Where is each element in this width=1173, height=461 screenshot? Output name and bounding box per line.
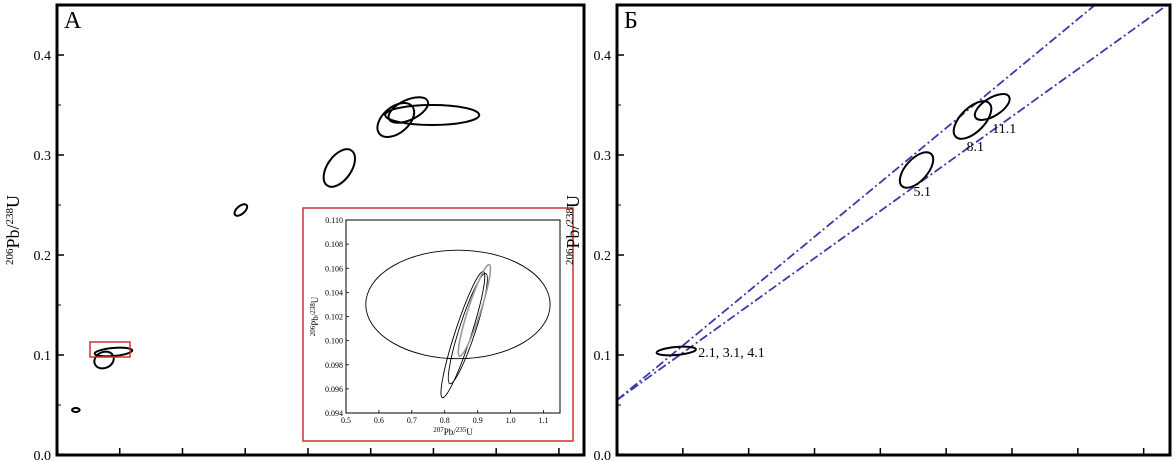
plot-frame	[55, 3, 586, 457]
error-ellipse	[233, 203, 249, 217]
inset-y-tick-label: 0.094	[325, 409, 343, 418]
inset-age-label: 650	[0, 0, 12, 2]
y-tick-label: 0.3	[34, 149, 52, 164]
ellipse-label: 11.1	[992, 122, 1016, 137]
panel-label: Б	[624, 8, 638, 34]
inset-y-axis-title-text: U	[310, 296, 320, 303]
y-tick-label: 0.3	[594, 149, 612, 164]
inset-y-axis-title-text: Pb/	[310, 313, 320, 326]
inset-x-axis-title: 207Pb/235U	[433, 426, 473, 437]
y-tick-label: 0.1	[594, 349, 612, 364]
inset-y-tick-label: 0.096	[325, 385, 343, 394]
inset-highlight-box	[89, 341, 131, 358]
y-tick-label: 0.2	[594, 249, 612, 264]
y-tick-label: 0.0	[34, 449, 52, 461]
inset-x-tick-label: 0.6	[374, 416, 384, 425]
inset-border	[302, 207, 574, 442]
inset-x-tick-label: 0.9	[473, 416, 483, 425]
inset-chart: 0.5 0.6 0.7 0.8 0.9 1.0 1.10.0940.0960.0980.10…	[0, 0, 574, 442]
inset-x-axis-title-text: U	[466, 427, 473, 437]
error-ellipse	[376, 102, 416, 138]
inset-y-tick-label: 0.110	[325, 216, 343, 225]
error-ellipse	[71, 407, 81, 413]
y-axis-title-text: Pb/	[3, 224, 23, 248]
y-axis-title-sup: 206	[4, 248, 16, 265]
error-ellipse	[973, 93, 1011, 121]
inset-x-axis-title-sup: 235	[456, 426, 467, 434]
inset-x-axis-title-sup: 207	[433, 426, 444, 434]
age-label: 200	[0, 0, 21, 4]
y-tick-label: 0.1	[34, 349, 52, 364]
ellipse-label: 5.1	[914, 185, 932, 200]
y-tick-label: 0.2	[34, 249, 52, 264]
y-axis-title-text: Pb/	[563, 224, 583, 248]
inset-y-tick-label: 0.106	[325, 264, 343, 273]
error-ellipse	[898, 151, 935, 189]
y-tick-label: 0.4	[34, 49, 52, 64]
y-axis-title: 206Pb/238U	[563, 195, 583, 265]
inset-x-tick-label: 0.7	[407, 416, 417, 425]
discordia-line	[617, 5, 1097, 401]
inset-y-tick-label: 0.102	[325, 313, 343, 322]
inset-frame	[345, 219, 561, 414]
y-tick-label: 0.0	[594, 449, 612, 461]
inset-y-tick-label: 0.104	[325, 288, 343, 297]
plot-area	[71, 96, 481, 413]
panel-label: А	[64, 8, 82, 34]
inset-plot-area	[365, 249, 551, 399]
plot-frame	[615, 3, 1172, 457]
inset-age-label: 610	[0, 0, 12, 2]
inset-y-axis-title: 206Pb/238U	[309, 296, 320, 336]
inset-x-tick-label: 1.1	[539, 416, 549, 425]
inset-y-axis-title-sup: 206	[309, 325, 317, 336]
inset-y-axis-title-sup: 238	[309, 303, 317, 314]
error-ellipse	[655, 345, 697, 357]
error-ellipse	[952, 100, 993, 140]
error-ellipse	[322, 148, 357, 188]
ellipse-label: 2.1, 3.1, 4.1	[698, 346, 765, 361]
discordia-line	[617, 5, 1169, 401]
inset-x-tick-label: 0.8	[440, 416, 450, 425]
age-label: 200	[0, 0, 21, 4]
inset-x-axis-title-text: Pb/	[444, 427, 457, 437]
inset-x-tick-label: 0.5	[341, 416, 351, 425]
y-axis-title: 206Pb/238U	[3, 195, 23, 265]
inset-error-ellipse	[440, 270, 486, 399]
y-axis-title-text: U	[3, 195, 23, 208]
y-axis-title-text: U	[563, 195, 583, 208]
y-axis-title-sup: 238	[564, 207, 576, 224]
ellipse-label: 8.1	[967, 140, 985, 155]
inset-error-ellipse	[457, 263, 492, 358]
inset-y-tick-label: 0.100	[325, 337, 343, 346]
y-axis-title-sup: 206	[564, 248, 576, 265]
y-tick-label: 0.4	[594, 49, 612, 64]
error-ellipse	[384, 104, 481, 126]
panel-a: 20060010001400180022000.00.10.20.30.4А20…	[0, 0, 586, 461]
y-axis-title-sup: 238	[4, 207, 16, 224]
error-ellipse	[93, 346, 134, 358]
inset-y-tick-label: 0.098	[325, 361, 343, 370]
inset-x-tick-label: 1.0	[506, 416, 516, 425]
inset-y-tick-label: 0.108	[325, 240, 343, 249]
inset-error-ellipse	[447, 272, 488, 385]
inset-error-ellipse	[365, 249, 551, 360]
